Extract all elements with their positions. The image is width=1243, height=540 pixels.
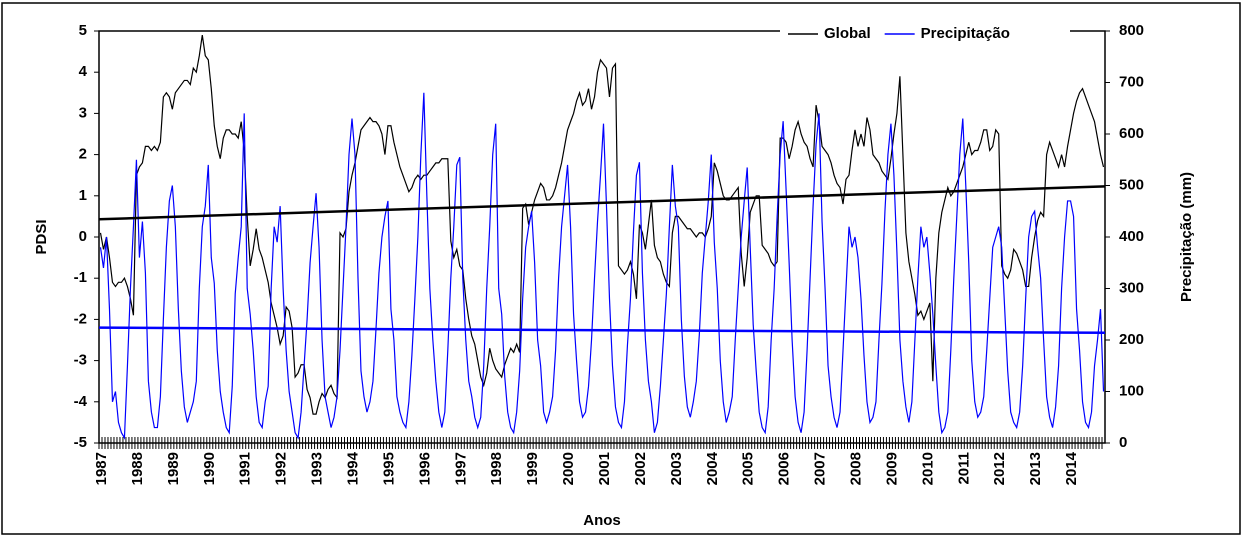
y-tick-label: 4 (79, 63, 88, 80)
y2-tick-label: 300 (1119, 279, 1144, 296)
x-tick-label: 1995 (380, 452, 397, 485)
trend-line (98, 185, 1106, 221)
y-tick-label: -4 (74, 393, 88, 410)
x-tick-label: 2011 (955, 452, 972, 485)
x-tick-label: 1999 (524, 452, 541, 485)
y-tick-label: 1 (79, 187, 87, 204)
x-tick-label: 1992 (273, 452, 290, 485)
x-tick-label: 2001 (596, 452, 613, 485)
y2-tick-label: 600 (1119, 125, 1144, 142)
series-line (99, 92, 1105, 440)
legend-label: Precipitação (921, 25, 1010, 42)
x-tick-label: 2012 (991, 452, 1008, 485)
y-tick-label: -2 (74, 310, 87, 327)
y-tick-label: 0 (79, 228, 87, 245)
legend-label: Global (824, 25, 871, 42)
x-tick-label: 2008 (847, 452, 864, 485)
y2-axis-title: Precipitação (mm) (1178, 172, 1195, 302)
x-tick-label: 2006 (776, 452, 793, 485)
y2-tick-label: 200 (1119, 331, 1144, 348)
y-tick-label: -3 (74, 352, 87, 369)
y2-tick-label: 100 (1119, 382, 1144, 399)
x-tick-label: 2005 (740, 452, 757, 485)
y2-tick-label: 400 (1119, 228, 1144, 245)
x-tick-label: 2014 (1063, 451, 1080, 485)
y-axis-title: PDSI (33, 219, 50, 254)
x-tick-label: 2003 (668, 452, 685, 485)
x-tick-label: 2004 (704, 451, 721, 485)
y-tick-label: -1 (74, 269, 87, 286)
y2-tick-label: 800 (1119, 22, 1144, 39)
legend-box (780, 22, 1070, 46)
x-tick-label: 1989 (165, 452, 182, 485)
x-tick-label: 1998 (488, 452, 505, 485)
y2-tick-label: 500 (1119, 176, 1144, 193)
x-tick-label: 2010 (919, 452, 936, 485)
x-tick-label: 1997 (452, 452, 469, 485)
x-tick-label: 2013 (1027, 452, 1044, 485)
y-tick-label: -5 (74, 434, 87, 451)
x-tick-label: 1994 (344, 451, 361, 485)
y-tick-label: 2 (79, 146, 87, 163)
y2-tick-label: 0 (1119, 434, 1127, 451)
x-tick-label: 2000 (560, 452, 577, 485)
x-tick-label: 1987 (93, 452, 110, 485)
x-tick-label: 1990 (201, 452, 218, 485)
y-tick-label: 5 (79, 22, 87, 39)
x-tick-label: 1988 (129, 452, 146, 485)
y2-tick-label: 700 (1119, 73, 1144, 90)
x-tick-label: 1991 (237, 452, 254, 485)
series-line (99, 35, 1105, 415)
x-tick-label: 2002 (632, 452, 649, 485)
x-tick-label: 1993 (309, 452, 326, 485)
x-axis-title: Anos (583, 512, 621, 529)
y-tick-label: 3 (79, 104, 87, 121)
x-tick-label: 2007 (812, 452, 829, 485)
trend-line (98, 326, 1106, 335)
x-tick-label: 1996 (416, 452, 433, 485)
x-tick-label: 2009 (883, 452, 900, 485)
